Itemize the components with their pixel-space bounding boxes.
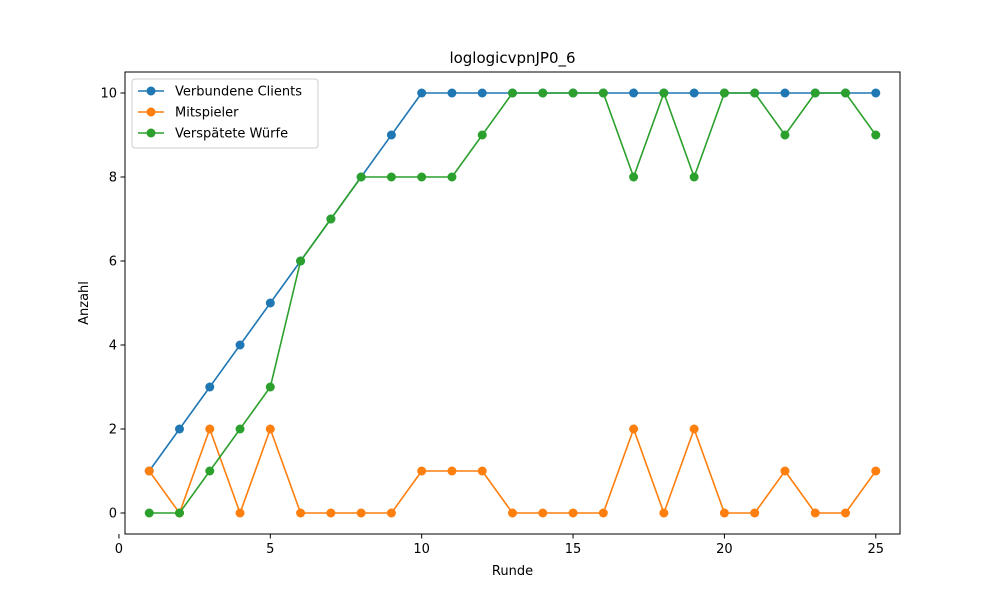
x-axis-label: Runde (492, 564, 533, 579)
y-tick-label: 8 (109, 171, 117, 186)
series-point-2 (144, 466, 154, 476)
series-point-2 (568, 508, 578, 518)
series-point-2 (750, 508, 760, 518)
series-point-3 (326, 214, 336, 224)
plot-marks (144, 88, 881, 518)
legend-marker-1 (146, 86, 156, 96)
x-tick-label: 20 (716, 542, 733, 557)
series-point-3 (871, 130, 881, 140)
series-point-2 (508, 508, 517, 518)
series-point-1 (205, 382, 215, 392)
series-point-3 (568, 88, 578, 98)
series-point-2 (629, 424, 639, 434)
x-tick-label: 15 (565, 542, 582, 557)
series-point-3 (356, 172, 366, 182)
series-point-1 (235, 340, 245, 350)
series-point-2 (538, 508, 548, 518)
series-point-2 (205, 424, 215, 434)
series-point-3 (750, 88, 760, 98)
series-point-2 (447, 466, 457, 476)
legend-label-3: Verspätete Würfe (175, 127, 288, 142)
series-point-3 (205, 466, 215, 476)
series-point-3 (386, 172, 396, 182)
series-point-1 (265, 298, 275, 308)
series-point-3 (296, 256, 306, 266)
y-tick-label: 4 (109, 339, 117, 354)
plot-frame (124, 71, 901, 535)
y-tick-label: 6 (109, 255, 117, 270)
y-tick-label: 2 (109, 423, 117, 438)
series-point-2 (296, 508, 306, 518)
legend-marker-3 (146, 128, 156, 138)
series-point-3 (629, 172, 639, 182)
series-point-2 (235, 508, 245, 518)
chart-title: loglogicvpnJP0_6 (449, 49, 575, 68)
series-point-3 (144, 508, 154, 518)
series-point-2 (810, 508, 820, 518)
series-point-2 (265, 424, 275, 434)
series-point-2 (841, 508, 851, 518)
series-point-1 (386, 130, 396, 140)
series-point-3 (841, 88, 851, 98)
series-point-2 (719, 508, 729, 518)
series-point-3 (598, 88, 608, 98)
series-point-1 (447, 88, 457, 98)
series-point-2 (780, 466, 790, 476)
legend-label-2: Mitspieler (175, 106, 239, 121)
series-point-3 (265, 382, 275, 392)
series-point-2 (871, 466, 881, 476)
series-point-2 (598, 508, 608, 518)
series-point-1 (780, 88, 790, 98)
legend-box (131, 78, 319, 149)
series-point-2 (477, 466, 487, 476)
series-point-1 (417, 88, 427, 98)
x-axis-ticks: 0 5 10 15 20 25 (115, 534, 884, 557)
x-tick-label: 0 (115, 542, 123, 557)
series-point-2 (417, 466, 427, 476)
series-point-2 (689, 424, 699, 434)
y-axis-label: Anzahl (77, 281, 92, 325)
y-tick-label: 0 (109, 507, 117, 522)
series-point-1 (629, 88, 639, 98)
legend-label-1: Verbundene Clients (175, 85, 302, 100)
series-point-2 (356, 508, 366, 518)
series-point-3 (538, 88, 548, 98)
series-point-3 (508, 88, 517, 98)
series-point-3 (810, 88, 820, 98)
series-point-1 (689, 88, 699, 98)
y-axis-ticks: 0 2 4 6 8 10 (100, 87, 125, 522)
series-point-3 (174, 508, 184, 518)
legend: Verbundene Clients Mitspieler Verspätete W… (131, 78, 319, 149)
series-point-1 (174, 424, 184, 434)
series-point-2 (326, 508, 336, 518)
x-tick-label: 25 (868, 542, 885, 557)
x-tick-label: 5 (266, 542, 274, 557)
series-point-3 (477, 130, 487, 140)
series-point-3 (235, 424, 245, 434)
series-point-1 (871, 88, 881, 98)
y-tick-label: 10 (100, 87, 117, 102)
series-point-3 (719, 88, 729, 98)
series-point-3 (447, 172, 457, 182)
series-point-3 (780, 130, 790, 140)
series-point-2 (386, 508, 396, 518)
x-tick-label: 10 (413, 542, 430, 557)
series-point-2 (659, 508, 669, 518)
series-point-3 (659, 88, 669, 98)
series-point-1 (477, 88, 487, 98)
series-point-3 (417, 172, 427, 182)
series-point-3 (689, 172, 699, 182)
legend-marker-2 (146, 107, 156, 117)
